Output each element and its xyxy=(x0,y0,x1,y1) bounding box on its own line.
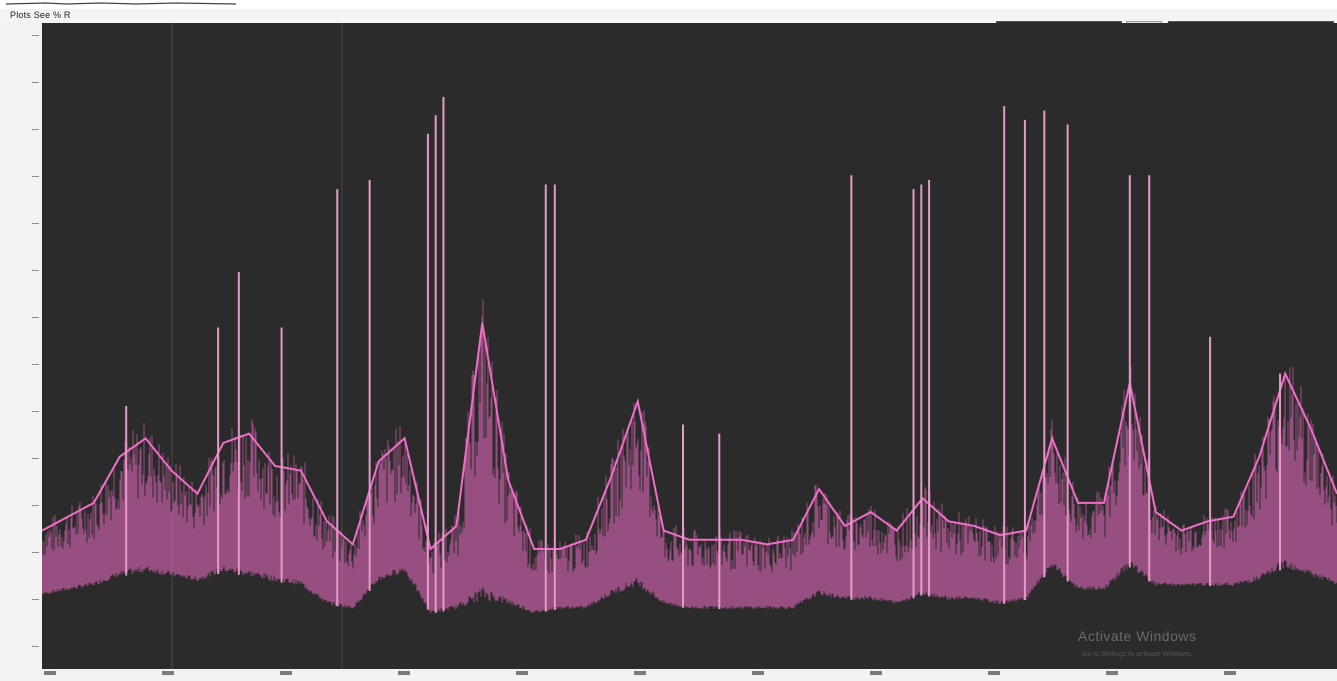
y-tick xyxy=(32,317,39,318)
x-tick xyxy=(280,671,292,675)
title-text-scribble xyxy=(6,2,236,5)
y-tick xyxy=(32,270,39,271)
y-tick xyxy=(32,411,39,412)
y-tick xyxy=(32,599,39,600)
window-title-bar xyxy=(0,0,1337,9)
x-tick xyxy=(752,671,764,675)
y-tick xyxy=(32,35,39,36)
y-tick xyxy=(32,223,39,224)
signal-envelope-line xyxy=(42,322,1337,551)
x-tick xyxy=(1224,671,1236,675)
x-tick xyxy=(1106,671,1118,675)
x-tick xyxy=(398,671,410,675)
y-tick xyxy=(32,176,39,177)
y-tick xyxy=(32,82,39,83)
x-tick xyxy=(162,671,174,675)
x-tick xyxy=(988,671,1000,675)
x-axis xyxy=(0,669,1337,681)
activate-windows-subtitle: Go to Settings to activate Windows. xyxy=(1082,651,1193,658)
menu-plots[interactable]: Plots See % R xyxy=(10,10,71,20)
x-tick xyxy=(516,671,528,675)
y-tick xyxy=(32,129,39,130)
y-tick xyxy=(32,505,39,506)
y-tick xyxy=(32,552,39,553)
y-axis xyxy=(0,23,42,669)
y-tick xyxy=(32,458,39,459)
plot-area[interactable]: Activate Windows Go to Settings to activ… xyxy=(42,23,1337,669)
y-tick xyxy=(32,646,39,647)
x-tick xyxy=(44,671,56,675)
signal-chart xyxy=(42,23,1337,669)
x-tick xyxy=(870,671,882,675)
activate-windows-title: Activate Windows xyxy=(1078,628,1197,644)
signal-hatch xyxy=(42,299,1337,613)
menu-bar: Plots See % R xyxy=(0,9,1337,30)
y-tick xyxy=(32,364,39,365)
x-tick xyxy=(634,671,646,675)
